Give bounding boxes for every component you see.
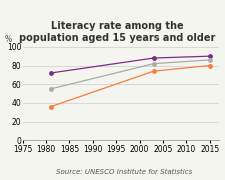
Text: %: % — [4, 35, 12, 44]
Text: Source: UNESCO Institute for Statistics: Source: UNESCO Institute for Statistics — [56, 170, 191, 176]
Text: Literacy rate among the
population aged 15 years and older: Literacy rate among the population aged … — [19, 21, 215, 43]
